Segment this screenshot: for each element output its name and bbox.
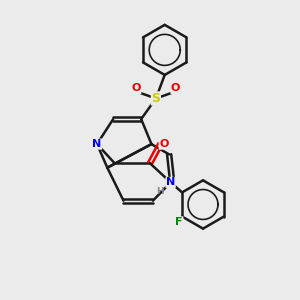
Text: O: O [159, 139, 169, 149]
Text: F: F [176, 217, 183, 227]
Text: O: O [171, 83, 180, 94]
Text: N: N [166, 177, 175, 188]
Text: O: O [131, 83, 141, 94]
Text: H: H [157, 187, 164, 196]
Text: N: N [92, 139, 102, 149]
Text: S: S [152, 92, 160, 105]
